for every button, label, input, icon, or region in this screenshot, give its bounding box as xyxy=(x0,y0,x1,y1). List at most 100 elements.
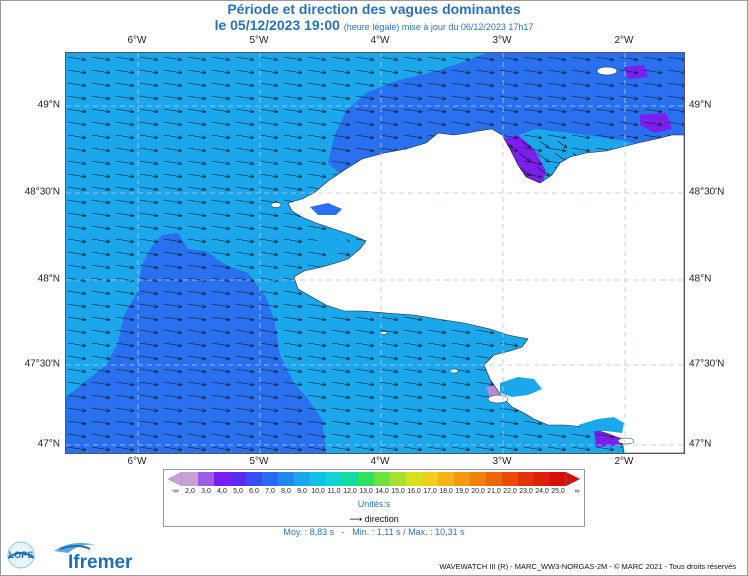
colorbar xyxy=(168,471,580,487)
colorbar-segment xyxy=(230,472,247,486)
brest-roadstead xyxy=(310,203,342,215)
wave-period-map[interactable] xyxy=(65,52,685,454)
colorbar-tick-label: 24,0 xyxy=(535,488,549,495)
colorbar-segment xyxy=(198,472,215,486)
colorbar-tick-label: 18,0 xyxy=(439,488,453,495)
colorbar-segment xyxy=(438,472,455,486)
colorbar-tick-label: 25,0 xyxy=(551,488,565,495)
loire-estuary xyxy=(578,417,624,433)
lat-tick-left-48-30n: 48°30'N xyxy=(24,186,60,198)
map-update-note: (heure légale) mise à jour du 06/12/2023… xyxy=(343,22,534,32)
colorbar-segment xyxy=(310,472,327,486)
lon-tick-top-6w: 6°W xyxy=(127,35,147,46)
colorbar-segment xyxy=(534,472,551,486)
lon-tick-top-4w: 4°W xyxy=(370,35,390,46)
direction-arrow-icon: ⟶ xyxy=(349,514,363,524)
colorbar-low-end-label: -∞ xyxy=(171,488,179,495)
island-groix xyxy=(449,368,459,374)
colorbar-tick-label: 20,0 xyxy=(471,488,485,495)
lat-tick-left-48n: 48°N xyxy=(37,273,60,285)
colorbar-high-end-label: ∞ xyxy=(574,488,580,495)
lon-tick-bottom-4w: 4°W xyxy=(370,456,390,467)
land-brittany xyxy=(287,128,684,453)
colorbar-segment xyxy=(550,472,567,486)
lat-tick-right-47n: 47°N xyxy=(689,438,712,450)
map-title: Période et direction des vagues dominant… xyxy=(227,1,521,17)
colorbar-tick-label: 13,0 xyxy=(359,488,373,495)
colorbar-tick-label: 10,0 xyxy=(311,488,325,495)
lops-logo-text: LOPS xyxy=(9,550,34,560)
colorbar-segment xyxy=(326,472,343,486)
map-subtitle: le 05/12/2023 19:00 (heure légale) mise … xyxy=(0,17,748,36)
island-noirmoutier xyxy=(617,437,635,445)
stat-separator: - xyxy=(341,527,345,537)
colorbar-segment xyxy=(182,472,199,486)
stat-min: Min. : 1,11 s xyxy=(352,527,401,537)
colorbar-tick-label: 7,0 xyxy=(265,488,275,495)
legend-units: Unités:s xyxy=(357,499,391,509)
colorbar-tick-label: 12,0 xyxy=(343,488,357,495)
stat-separator-2: / xyxy=(403,527,406,537)
colorbar-tick-label: 23,0 xyxy=(519,488,533,495)
legend-box: -∞ ∞ 2,0 3,0 4,0 5,0 6,0 7,0 8,0 9,0 10,0 11,0 12,… xyxy=(163,469,585,527)
colorbar-tick-label: 9,0 xyxy=(297,488,307,495)
colorbar-tick-label: 2,0 xyxy=(185,488,195,495)
lat-tick-left-49n: 49°N xyxy=(37,99,60,111)
island-ouessant xyxy=(270,202,282,208)
stat-max: Max. : 10,31 s xyxy=(408,527,465,537)
island-jersey xyxy=(596,66,618,76)
direction-label: direction xyxy=(364,514,399,524)
colorbar-segment xyxy=(214,472,231,486)
colorbar-tick-label: 5,0 xyxy=(233,488,243,495)
colorbar-tick-label: 3,0 xyxy=(201,488,211,495)
colorbar-segment xyxy=(342,472,359,486)
ifremer-logo-text: Ifremer xyxy=(68,552,133,573)
footer-credit: WAVEWATCH III (R) - MARC_WW3-NORGAS-2M -… xyxy=(439,562,736,571)
gulf-water xyxy=(500,377,542,397)
lat-tick-right-49n: 49°N xyxy=(689,99,712,111)
ifremer-logo xyxy=(54,543,96,553)
stat-mean: Moy. : 8,83 s xyxy=(283,527,335,537)
colorbar-tick-label: 4,0 xyxy=(217,488,227,495)
lat-tick-left-47-30n: 47°30'N xyxy=(24,358,60,370)
colorbar-tick-label: 17,0 xyxy=(423,488,437,495)
colorbar-tick-label: 15,0 xyxy=(391,488,405,495)
legend-direction: ⟶ direction xyxy=(164,514,584,525)
colorbar-low-arrow xyxy=(168,471,183,487)
colorbar-segment xyxy=(454,472,471,486)
lat-tick-right-48n: 48°N xyxy=(689,273,712,285)
colorbar-tick-label: 19,0 xyxy=(455,488,469,495)
lat-tick-right-48-30n: 48°30'N xyxy=(689,186,725,198)
colorbar-segment xyxy=(422,472,439,486)
lon-tick-bottom-5w: 5°W xyxy=(249,456,269,467)
lon-tick-top-5w: 5°W xyxy=(249,35,269,46)
colorbar-tick-label: 8,0 xyxy=(281,488,291,495)
statistics-line: Moy. : 8,83 s - Min. : 1,11 s / Max. : 1… xyxy=(0,527,748,537)
colorbar-segment xyxy=(406,472,423,486)
colorbar-segment xyxy=(470,472,487,486)
lon-tick-bottom-3w: 3°W xyxy=(492,456,512,467)
colorbar-segment xyxy=(294,472,311,486)
colorbar-segment xyxy=(278,472,295,486)
colorbar-segment xyxy=(486,472,503,486)
island-glenan xyxy=(380,331,388,335)
lon-tick-top-3w: 3°W xyxy=(492,35,512,46)
colorbar-segment xyxy=(246,472,263,486)
colorbar-tick-label: 14,0 xyxy=(375,488,389,495)
lops-logo: LOPS xyxy=(7,541,35,569)
island-belle-ile xyxy=(487,394,509,404)
colorbar-segment xyxy=(374,472,391,486)
colorbar-tick-labels: -∞ ∞ 2,0 3,0 4,0 5,0 6,0 7,0 8,0 9,0 10,0 11,0 12,… xyxy=(164,488,584,500)
colorbar-segment xyxy=(390,472,407,486)
lon-tick-bottom-2w: 2°W xyxy=(614,456,634,467)
colorbar-segment xyxy=(358,472,375,486)
map-date: le 05/12/2023 19:00 xyxy=(214,17,340,33)
lon-tick-top-2w: 2°W xyxy=(614,35,634,46)
douarnenez-bay xyxy=(314,237,352,253)
colorbar-tick-label: 22,0 xyxy=(503,488,517,495)
lat-tick-right-47-30n: 47°30'N xyxy=(689,358,725,370)
colorbar-tick-label: 16,0 xyxy=(407,488,421,495)
colorbar-segment xyxy=(518,472,535,486)
colorbar-high-arrow xyxy=(565,471,580,487)
lat-tick-left-47n: 47°N xyxy=(37,438,60,450)
